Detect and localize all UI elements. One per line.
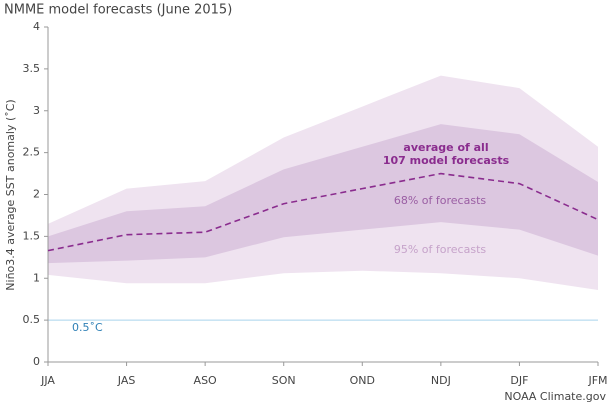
- credit: NOAA Climate.gov: [504, 390, 606, 403]
- y-tick-label: 0.5: [23, 313, 41, 326]
- y-tick-label: 3: [33, 104, 40, 117]
- y-tick-label: 1: [33, 271, 40, 284]
- x-tick-label: JJA: [40, 374, 55, 387]
- x-tick-label: SON: [272, 374, 296, 387]
- band: [48, 124, 598, 264]
- y-axis-label: Niño3.4 average SST anomaly (˚C): [4, 99, 17, 290]
- band-label: 68% of forecasts: [394, 194, 487, 207]
- x-tick-label: NDJ: [431, 374, 451, 387]
- x-tick-label: JFM: [587, 374, 607, 387]
- y-tick-label: 2: [33, 188, 40, 201]
- y-tick-label: 4: [33, 20, 40, 33]
- series-label: 107 model forecasts: [383, 154, 510, 167]
- mean-line: [47, 172, 599, 252]
- chart-title: NMME model forecasts (June 2015): [4, 3, 232, 18]
- y-tick-label: 1.5: [23, 229, 41, 242]
- band-label: 95% of forecasts: [394, 243, 487, 256]
- x-tick-label: JAS: [117, 374, 136, 387]
- y-tick-label: 2.5: [23, 146, 41, 159]
- x-tick-label: OND: [350, 374, 375, 387]
- series-label: average of all: [403, 141, 488, 154]
- y-tick-label: 3.5: [23, 62, 41, 75]
- reference-label: 0.5˚C: [72, 321, 103, 334]
- x-tick-label: DJF: [510, 374, 528, 387]
- y-tick-label: 0: [33, 355, 40, 368]
- x-tick-label: ASO: [194, 374, 218, 387]
